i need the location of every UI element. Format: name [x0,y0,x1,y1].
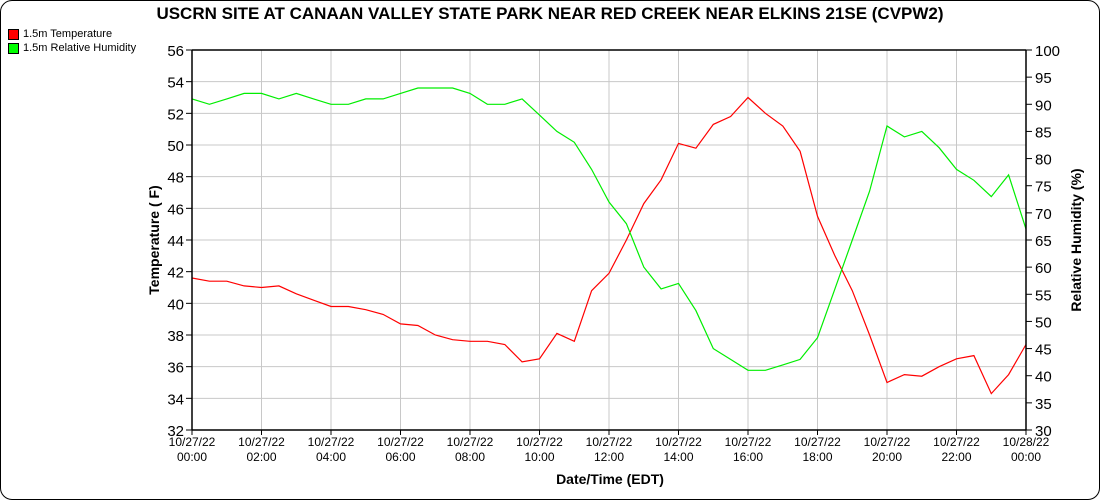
y-tick-label-right: 90 [1035,97,1052,114]
legend-item-temperature[interactable]: 1.5m Temperature [8,27,136,41]
series-line-temperature [191,96,1027,395]
y-tick-label-right: 60 [1035,260,1052,277]
axes: 10/27/2200:0010/27/2202:0010/27/2204:001… [167,43,1060,464]
x-tick-label: 20:00 [872,450,902,464]
series-line-humidity [191,87,1027,371]
x-tick-label: 10/27/22 [794,435,841,449]
y-tick-label-left: 42 [167,265,184,282]
grid [191,49,1027,431]
x-tick-label: 22:00 [941,450,971,464]
chart-title: USCRN SITE AT CANAAN VALLEY STATE PARK N… [156,4,944,23]
legend-label: 1.5m Temperature [23,28,113,40]
x-tick-label: 10/27/22 [169,435,216,449]
legend-swatch-green [8,42,19,54]
x-tick-label: 10/27/22 [377,435,424,449]
x-tick-label: 10/27/22 [238,435,285,449]
legend-swatch-red [8,28,19,40]
y-tick-label-left: 44 [167,233,184,250]
legend-item-humidity[interactable]: 1.5m Relative Humidity [8,41,136,55]
y-tick-label-right: 100 [1035,43,1060,60]
y-tick-label-left: 56 [167,43,184,60]
x-tick-label: 10/28/22 [1003,435,1050,449]
x-tick-label: 18:00 [802,450,832,464]
x-tick-label: 10/27/22 [586,435,633,449]
legend-label: 1.5m Relative Humidity [23,42,137,54]
y-axis-label-right: Relative Humidity (%) [1068,168,1084,311]
x-tick-label: 10/27/22 [655,435,702,449]
x-tick-label: 02:00 [246,450,276,464]
x-tick-label: 10/27/22 [864,435,911,449]
x-tick-label: 00:00 [177,450,207,464]
x-tick-label: 12:00 [594,450,624,464]
y-tick-label-left: 32 [167,423,184,440]
y-tick-label-right: 65 [1035,233,1052,250]
series-lines [191,87,1027,395]
y-tick-label-left: 38 [167,328,184,345]
y-tick-label-right: 85 [1035,124,1052,141]
y-tick-label-left: 52 [167,106,184,123]
y-tick-label-right: 55 [1035,287,1052,304]
y-tick-label-right: 95 [1035,70,1052,87]
legend: 1.5m Temperature 1.5m Relative Humidity [8,27,136,55]
x-tick-label: 04:00 [316,450,346,464]
y-tick-label-left: 46 [167,201,184,218]
y-tick-label-right: 50 [1035,314,1052,331]
y-tick-label-right: 70 [1035,206,1052,223]
y-tick-label-right: 40 [1035,369,1052,386]
y-tick-label-left: 48 [167,170,184,187]
y-tick-label-left: 40 [167,296,184,313]
y-tick-label-right: 30 [1035,423,1052,440]
y-tick-label-left: 50 [167,138,184,155]
y-tick-label-left: 34 [167,391,184,408]
y-tick-label-right: 45 [1035,342,1052,359]
y-tick-label-left: 36 [167,360,184,377]
x-tick-label: 06:00 [385,450,415,464]
y-tick-label-right: 80 [1035,152,1052,169]
x-tick-label: 16:00 [733,450,763,464]
y-tick-label-right: 75 [1035,179,1052,196]
x-tick-label: 10/27/22 [447,435,494,449]
x-tick-label: 14:00 [663,450,693,464]
x-axis-label: Date/Time (EDT) [556,471,664,487]
x-tick-label: 10/27/22 [725,435,772,449]
x-tick-label: 10/27/22 [516,435,563,449]
y-axis-label-left: Temperature ( F) [146,185,162,294]
x-tick-label: 00:00 [1011,450,1041,464]
x-tick-label: 10/27/22 [308,435,355,449]
x-tick-label: 10:00 [524,450,554,464]
y-tick-label-right: 35 [1035,396,1052,413]
x-tick-label: 10/27/22 [933,435,980,449]
y-tick-label-left: 54 [167,75,184,92]
x-tick-label: 08:00 [455,450,485,464]
